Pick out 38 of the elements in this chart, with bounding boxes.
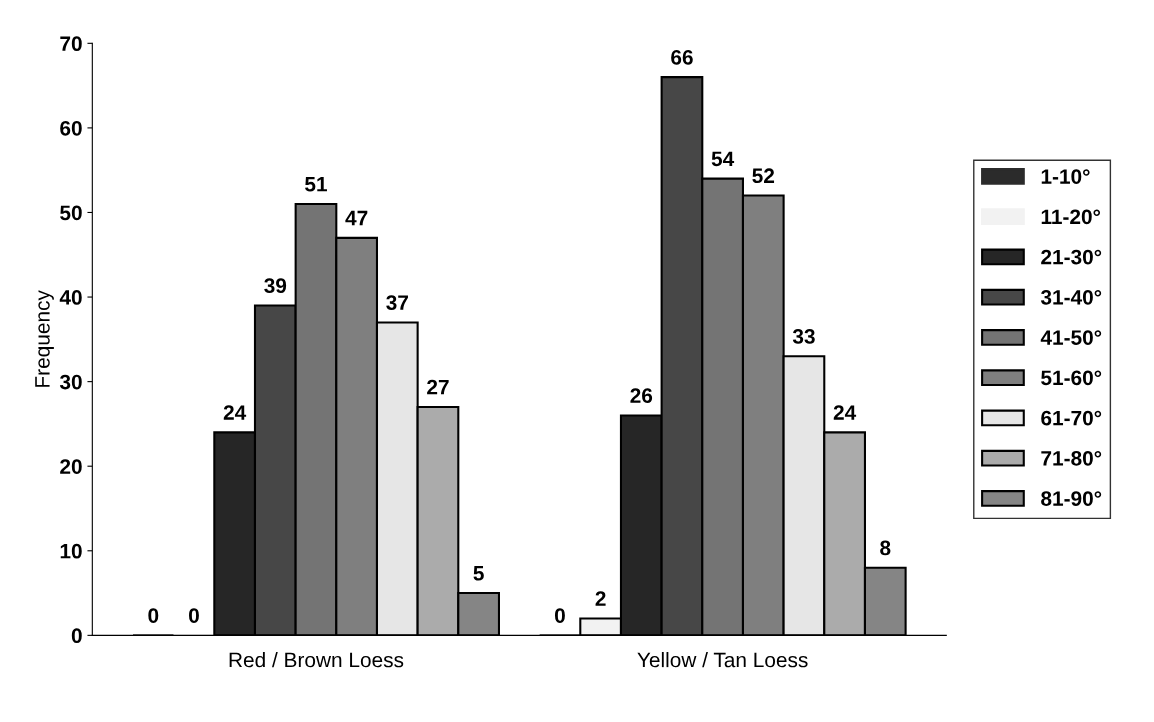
data-label: 2	[595, 591, 606, 606]
data-label: 39	[264, 278, 287, 294]
data-label: 33	[792, 329, 815, 344]
data-label: 0	[148, 608, 159, 623]
y-tick-label: 10	[60, 543, 82, 559]
data-label: 37	[386, 295, 408, 310]
data-label: 66	[671, 49, 693, 65]
legend-label: 41-50°	[1040, 330, 1102, 345]
legend-label: 1-10°	[1041, 169, 1090, 184]
x-tick-label: Red / Brown Loess	[229, 652, 404, 668]
data-label: 51	[305, 177, 327, 192]
y-tick-label: 0	[71, 628, 82, 644]
data-label: 24	[833, 405, 857, 420]
data-label: 8	[880, 540, 891, 556]
data-label: 47	[345, 210, 368, 226]
legend-label: 11-20°	[1041, 209, 1101, 225]
y-axis-title: Frequency	[35, 290, 54, 387]
y-tick-label: 60	[60, 120, 82, 136]
data-label: 5	[473, 566, 484, 581]
data-label: 26	[630, 388, 653, 404]
data-label: 27	[427, 379, 449, 395]
y-tick-label: 30	[59, 374, 82, 390]
legend-label: 61-70°	[1041, 410, 1102, 426]
x-tick-label: Yellow / Tan Loess	[637, 652, 808, 668]
data-label: 52	[752, 168, 775, 184]
data-label: 0	[555, 608, 565, 623]
legend-label: 81-90°	[1041, 491, 1102, 506]
legend-label: 31-40°	[1040, 289, 1102, 305]
legend-label: 21-30°	[1041, 249, 1102, 265]
y-tick-label: 70	[60, 36, 82, 52]
data-label: 54	[711, 151, 735, 167]
data-label: 24	[223, 405, 247, 420]
y-tick-label: 50	[60, 205, 82, 221]
y-tick-label: 20	[60, 459, 82, 474]
data-label: 0	[189, 608, 199, 623]
legend-label: 51-60°	[1041, 370, 1102, 386]
y-tick-label: 40	[59, 290, 82, 305]
legend-label: 71-80°	[1041, 450, 1102, 466]
